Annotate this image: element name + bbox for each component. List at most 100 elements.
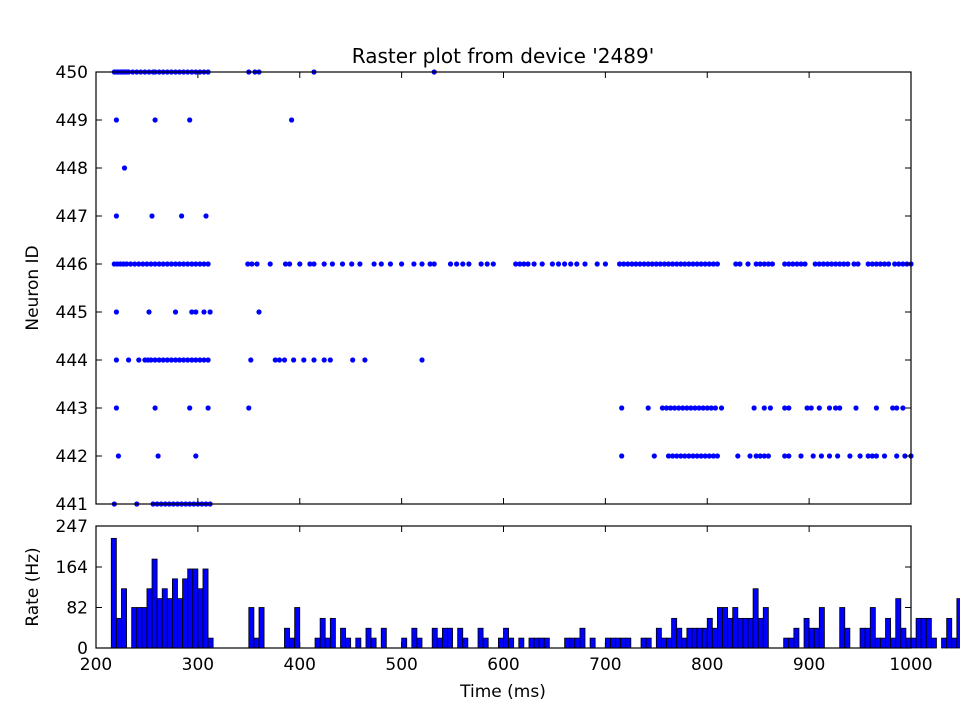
spike-point-neuron-445 xyxy=(193,309,199,315)
spike-point-neuron-442 xyxy=(847,453,853,459)
spike-point-neuron-446 xyxy=(761,261,767,267)
x-tick-label: 400 xyxy=(284,655,316,675)
spike-point-neuron-442 xyxy=(747,453,753,459)
spike-point-neuron-443 xyxy=(804,405,810,411)
spike-point-neuron-446 xyxy=(568,261,574,267)
spike-point-neuron-446 xyxy=(176,261,183,267)
rate-bar xyxy=(533,637,540,649)
spike-point-neuron-446 xyxy=(782,261,788,267)
x-tick-label: 900 xyxy=(793,655,825,675)
rate-bar xyxy=(401,637,408,649)
spike-point-neuron-444 xyxy=(113,357,119,363)
rate-bar xyxy=(625,637,632,649)
y-tick-label: 447 xyxy=(56,207,88,227)
rate-bar xyxy=(941,637,948,649)
spike-point-neuron-443 xyxy=(246,405,252,411)
spike-point-neuron-446 xyxy=(694,261,700,267)
rate-bar xyxy=(869,607,876,649)
rate-bar xyxy=(818,607,825,649)
rate-bar xyxy=(498,637,504,649)
spike-point-neuron-442 xyxy=(694,453,700,459)
y-tick-label: 441 xyxy=(56,495,88,515)
spike-point-neuron-445 xyxy=(146,309,152,315)
rate-bar xyxy=(803,617,810,649)
spike-point-neuron-442 xyxy=(665,453,672,459)
spike-point-neuron-446 xyxy=(339,261,346,267)
spike-point-neuron-443 xyxy=(619,405,625,411)
spike-point-neuron-446 xyxy=(828,261,835,267)
rate-bar xyxy=(666,637,672,649)
spike-point-neuron-446 xyxy=(900,261,906,267)
spike-point-neuron-446 xyxy=(419,261,425,267)
spike-point-neuron-442 xyxy=(835,453,841,459)
spike-point-neuron-445 xyxy=(189,309,195,315)
rate-bar xyxy=(579,627,586,649)
spike-point-neuron-442 xyxy=(857,453,863,459)
spike-point-neuron-446 xyxy=(132,261,138,267)
spike-point-neuron-446 xyxy=(649,261,655,267)
rate-bar xyxy=(284,627,290,649)
rate-bar xyxy=(436,637,443,649)
spike-point-neuron-446 xyxy=(124,261,130,267)
spike-point-neuron-446 xyxy=(594,261,600,267)
rate-bar xyxy=(762,607,769,649)
spike-point-neuron-446 xyxy=(245,261,251,267)
rate-bar xyxy=(706,617,713,649)
rate-bar xyxy=(136,607,143,649)
y-tick-label: 164 xyxy=(56,558,88,578)
spike-point-neuron-447 xyxy=(149,213,155,219)
rate-bar xyxy=(808,627,815,649)
spike-point-neuron-443 xyxy=(900,405,906,411)
spike-point-neuron-442 xyxy=(651,453,657,459)
spike-point-neuron-444 xyxy=(301,357,307,363)
spike-point-neuron-446 xyxy=(185,261,191,267)
spike-point-neuron-446 xyxy=(645,261,651,267)
rate-bar xyxy=(655,627,662,649)
rate-bar xyxy=(431,627,438,649)
rate-bar xyxy=(747,617,754,649)
y-tick-label: 448 xyxy=(56,159,88,179)
y-tick-label: 247 xyxy=(56,517,88,537)
rate-bar xyxy=(345,637,352,649)
spike-point-neuron-446 xyxy=(466,261,472,267)
spike-point-neuron-443 xyxy=(696,405,702,411)
spike-point-neuron-446 xyxy=(816,261,822,267)
rate-histogram-axes: 0 82 164 247 200 300 400 500 600 700 800 900 1000 xyxy=(56,517,933,675)
spike-point-neuron-444 xyxy=(419,357,425,363)
spike-point-neuron-444 xyxy=(160,357,166,363)
spike-point-neuron-444 xyxy=(276,357,282,363)
spike-point-neuron-446 xyxy=(513,261,519,267)
spike-point-neuron-445 xyxy=(113,309,119,315)
spike-point-neuron-446 xyxy=(674,261,680,267)
spike-point-neuron-446 xyxy=(427,261,433,267)
spike-point-neuron-446 xyxy=(205,261,211,267)
y-tick-label: 82 xyxy=(66,598,88,618)
rate-bar xyxy=(844,627,851,649)
spike-point-neuron-446 xyxy=(484,261,490,267)
rate-bar xyxy=(324,637,331,649)
spike-point-neuron-446 xyxy=(873,261,880,267)
rate-bar xyxy=(207,637,214,649)
spike-point-neuron-443 xyxy=(688,405,694,411)
spike-point-neuron-443 xyxy=(672,405,678,411)
spike-point-neuron-443 xyxy=(205,405,211,411)
spike-point-neuron-442 xyxy=(761,453,767,459)
spike-point-neuron-449 xyxy=(152,117,158,123)
rate-bar xyxy=(166,598,173,649)
spike-point-neuron-446 xyxy=(531,261,537,267)
spike-point-neuron-443 xyxy=(816,405,822,411)
spike-point-neuron-446 xyxy=(447,261,454,267)
spike-point-neuron-449 xyxy=(113,117,119,123)
spike-point-neuron-446 xyxy=(128,261,134,267)
spike-point-neuron-446 xyxy=(197,261,203,267)
spike-point-neuron-443 xyxy=(692,405,698,411)
y-tick-label: 443 xyxy=(56,399,88,419)
rate-bar xyxy=(569,637,576,649)
rate-bar xyxy=(187,568,194,649)
spike-point-neuron-449 xyxy=(289,117,295,123)
spike-point-neuron-446 xyxy=(690,261,696,267)
spike-point-neuron-446 xyxy=(164,261,170,267)
spike-point-neuron-444 xyxy=(189,357,195,363)
spike-point-neuron-444 xyxy=(164,357,170,363)
spike-point-neuron-443 xyxy=(113,405,119,411)
